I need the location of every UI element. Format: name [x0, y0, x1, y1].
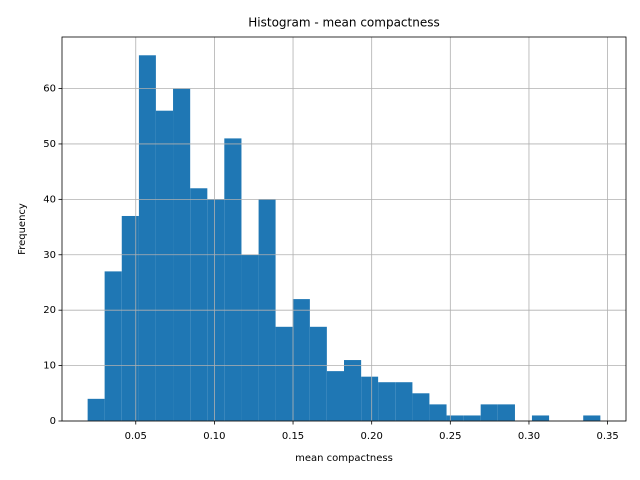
chart-title: Histogram - mean compactness: [248, 16, 439, 30]
bar: [531, 415, 550, 421]
y-tick-label: 0: [50, 416, 56, 427]
x-tick-label: 0.25: [439, 431, 461, 442]
y-tick-label: 20: [43, 305, 56, 316]
y-axis-label: Frequency: [17, 203, 28, 255]
bar: [121, 215, 139, 421]
bar: [241, 254, 259, 421]
bar: [224, 138, 242, 422]
bar: [446, 415, 464, 421]
x-tick-label: 0.35: [596, 431, 618, 442]
y-tick-label: 30: [43, 250, 56, 261]
y-tick-label: 10: [43, 361, 56, 372]
x-tick-label: 0.10: [203, 431, 225, 442]
bar: [480, 404, 498, 421]
bar: [497, 404, 515, 421]
bar: [378, 382, 396, 421]
bar: [292, 299, 310, 421]
bar: [326, 371, 344, 421]
y-tick-label: 60: [43, 84, 56, 95]
bar: [309, 326, 327, 421]
x-tick-label: 0.20: [361, 431, 383, 442]
bar: [275, 326, 293, 421]
plot-frame: [61, 36, 627, 422]
y-tick-label: 50: [43, 139, 56, 150]
bar: [190, 188, 208, 421]
bar: [412, 393, 430, 421]
bar: [87, 398, 105, 421]
bar: [583, 415, 601, 421]
bar: [463, 415, 481, 421]
bar: [155, 110, 174, 422]
x-tick-label: 0.15: [282, 431, 304, 442]
bar: [361, 376, 379, 421]
bar: [344, 360, 362, 421]
bar: [138, 55, 156, 422]
x-tick-label: 0.30: [518, 431, 540, 442]
x-tick-label: 0.05: [125, 431, 147, 442]
bar: [429, 404, 447, 421]
x-axis-label: mean compactness: [295, 453, 393, 464]
bar: [395, 382, 413, 421]
bar: [104, 271, 122, 421]
y-tick-label: 40: [43, 194, 56, 205]
